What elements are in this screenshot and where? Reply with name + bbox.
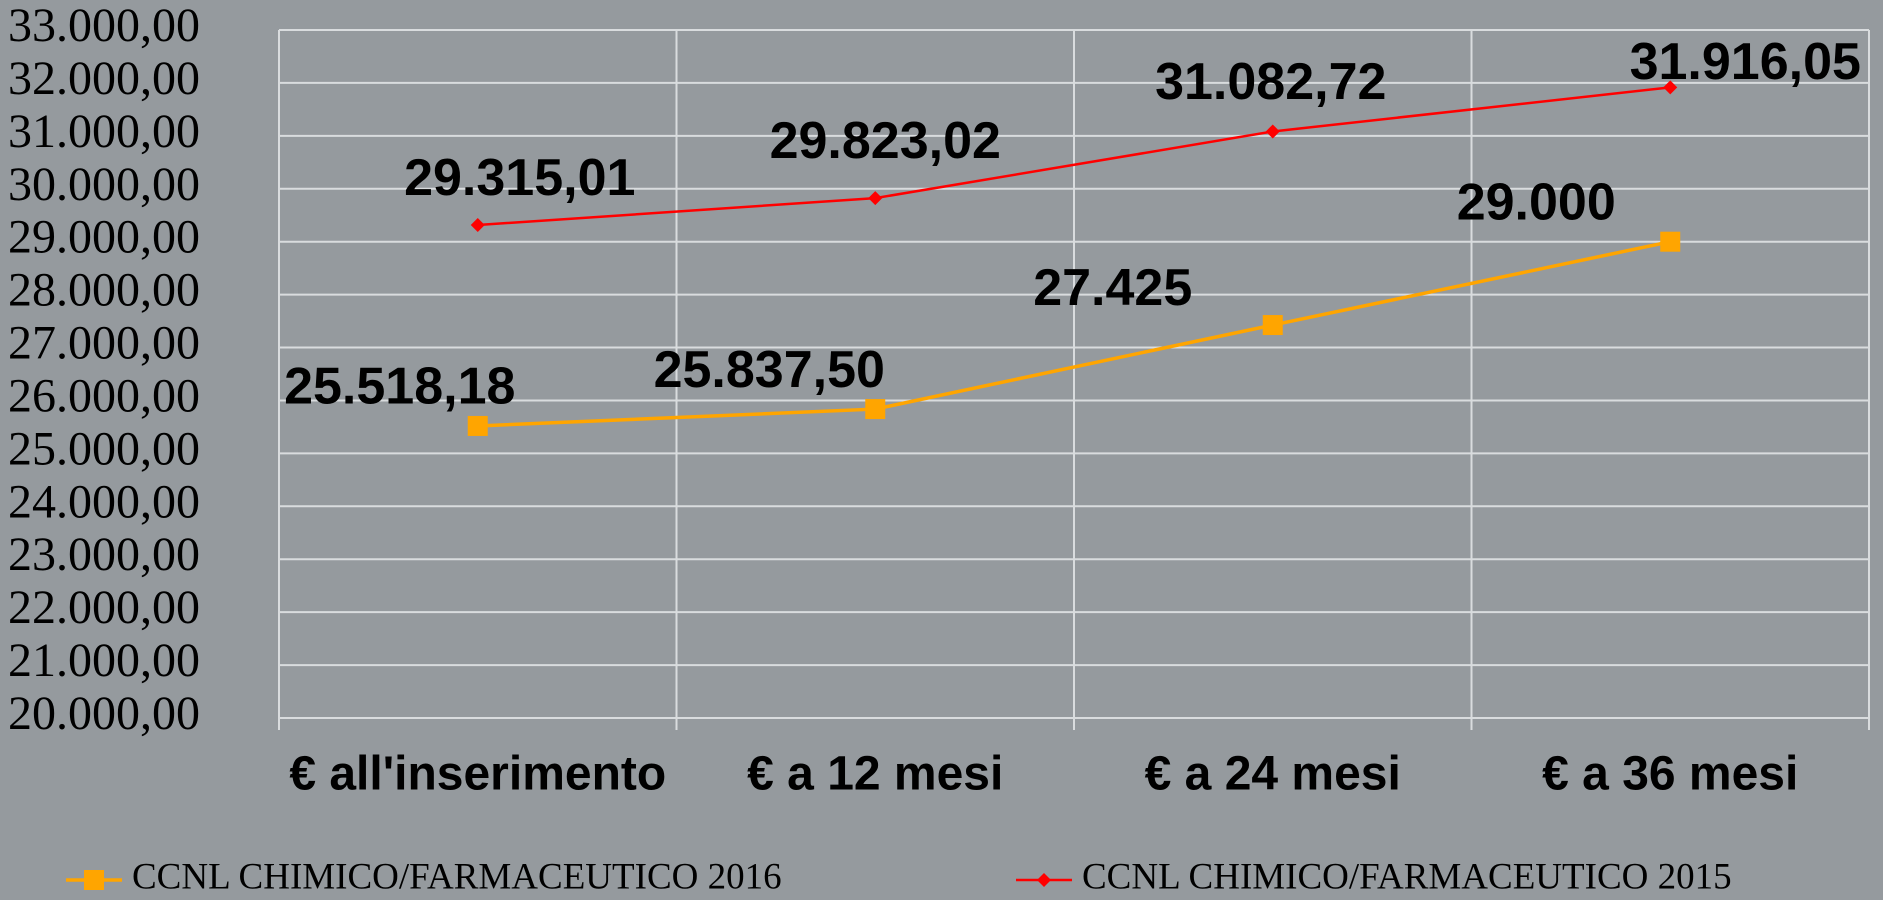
legend-label: CCNL CHIMICO/FARMACEUTICO 2015 — [1082, 856, 1732, 897]
legend-marker — [84, 870, 104, 890]
x-tick-label: € all'inserimento — [289, 748, 666, 801]
marker — [1660, 232, 1680, 252]
data-label: 25.837,50 — [654, 341, 885, 399]
data-label: 29.823,02 — [770, 112, 1001, 170]
page: {"chart_data": {"type": "line", "categor… — [0, 0, 1883, 900]
y-tick-label: 29.000,00 — [8, 211, 200, 264]
legend-marker — [1037, 873, 1051, 887]
x-tick-label: € a 24 mesi — [1145, 748, 1401, 801]
marker — [471, 218, 485, 232]
y-tick-label: 33.000,00 — [8, 0, 200, 52]
x-tick-label: € a 12 mesi — [747, 748, 1003, 801]
marker — [868, 191, 882, 205]
y-tick-label: 24.000,00 — [8, 475, 200, 528]
data-label: 29.000 — [1457, 173, 1616, 231]
y-tick-label: 25.000,00 — [8, 422, 200, 475]
data-label: 31.916,05 — [1630, 33, 1861, 91]
data-label: 25.518,18 — [284, 358, 515, 416]
y-tick-label: 21.000,00 — [8, 634, 200, 687]
marker — [865, 399, 885, 419]
chart: 20.000,0021.000,0022.000,0023.000,0024.0… — [0, 0, 1883, 900]
marker — [1263, 315, 1283, 335]
data-label: 29.315,01 — [404, 149, 635, 207]
y-tick-label: 30.000,00 — [8, 158, 200, 211]
y-tick-label: 26.000,00 — [8, 369, 200, 422]
y-tick-label: 20.000,00 — [8, 687, 200, 740]
y-tick-label: 32.000,00 — [8, 52, 200, 105]
y-tick-label: 28.000,00 — [8, 264, 200, 317]
y-tick-label: 23.000,00 — [8, 528, 200, 581]
x-tick-label: € a 36 mesi — [1542, 748, 1798, 801]
data-label: 31.082,72 — [1155, 53, 1386, 111]
y-tick-label: 31.000,00 — [8, 105, 200, 158]
data-label: 27.425 — [1033, 259, 1192, 317]
marker — [468, 416, 488, 436]
y-tick-label: 22.000,00 — [8, 581, 200, 634]
legend-label: CCNL CHIMICO/FARMACEUTICO 2016 — [132, 856, 782, 897]
y-tick-label: 27.000,00 — [8, 317, 200, 370]
